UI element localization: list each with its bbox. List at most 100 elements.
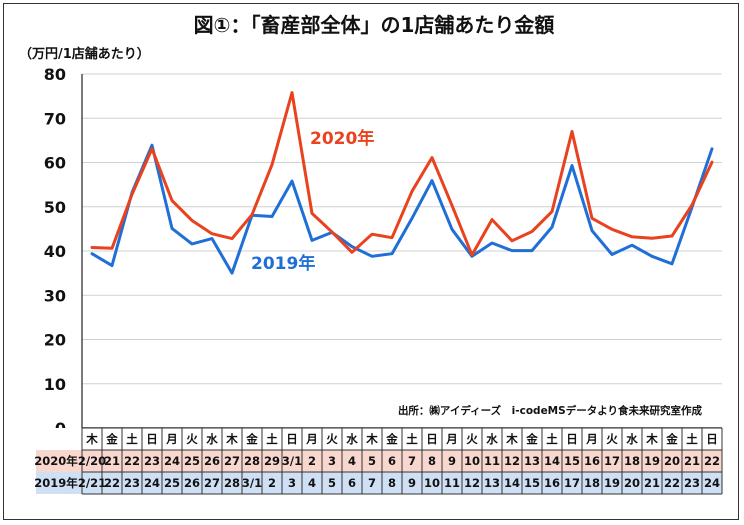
y-axis-ticks: 01020304050607080 [44, 65, 66, 438]
date-label: 14 [544, 454, 560, 468]
date-label: 27 [204, 476, 220, 490]
line-chart: 図①：「畜産部全体」の1店舗あたり金額 （万円/1店舗あたり） 01020304… [19, 13, 723, 495]
date-label: 7 [408, 454, 416, 468]
date-label: 22 [704, 454, 720, 468]
y-tick-label: 60 [44, 154, 66, 173]
weekday-label: 金 [665, 432, 678, 446]
date-label: 5 [368, 454, 376, 468]
date-label: 11 [444, 476, 460, 490]
date-label: 22 [664, 476, 680, 490]
weekday-label: 日 [146, 432, 158, 446]
weekday-label: 土 [406, 432, 418, 446]
weekday-label: 月 [165, 432, 178, 446]
date-label: 14 [504, 476, 520, 490]
date-label: 27 [224, 454, 240, 468]
date-label: 17 [604, 454, 620, 468]
date-label: 3/1 [282, 454, 302, 468]
date-label: 6 [348, 476, 356, 490]
table-row-background [36, 472, 722, 494]
date-label: 18 [584, 476, 600, 490]
date-label: 25 [184, 454, 200, 468]
date-label: 16 [584, 454, 600, 468]
date-label: 11 [484, 454, 500, 468]
y-tick-label: 50 [44, 198, 66, 217]
weekday-label: 木 [505, 432, 518, 446]
y-tick-label: 40 [44, 242, 66, 261]
date-label: 3/1 [242, 476, 262, 490]
y-tick-label: 10 [44, 375, 66, 394]
weekday-label: 水 [486, 432, 498, 446]
date-label: 6 [388, 454, 396, 468]
table-row-label: 2020年 [34, 454, 78, 468]
weekday-label: 月 [445, 432, 458, 446]
date-label: 4 [348, 454, 356, 468]
date-table: 2020年2019年木金土日月火水木金土日月火水木金土日月火水木金土日月火水木金… [34, 427, 723, 495]
date-label: 17 [564, 476, 580, 490]
date-label: 15 [564, 454, 580, 468]
weekday-label: 水 [346, 432, 358, 446]
weekday-label: 月 [585, 432, 598, 446]
date-label: 21 [684, 454, 700, 468]
date-label: 13 [524, 454, 540, 468]
date-label: 9 [448, 454, 456, 468]
date-label: 2 [308, 454, 316, 468]
y-tick-label: 80 [44, 65, 66, 84]
date-label: 19 [644, 454, 660, 468]
date-label: 8 [388, 476, 396, 490]
weekday-label: 水 [206, 432, 218, 446]
date-label: 9 [408, 476, 416, 490]
date-label: 25 [164, 476, 180, 490]
table-row-label: 2019年 [34, 476, 78, 490]
weekday-label: 日 [706, 432, 718, 446]
weekday-label: 火 [186, 432, 198, 446]
y-axis-unit-label: （万円/1店舗あたり） [19, 46, 150, 62]
date-label: 29 [264, 454, 280, 468]
date-label: 18 [624, 454, 640, 468]
y-tick-label: 30 [44, 286, 66, 305]
weekday-label: 土 [126, 432, 138, 446]
date-label: 16 [544, 476, 560, 490]
weekday-label: 日 [286, 432, 298, 446]
chart-title: 図①：「畜産部全体」の1店舗あたり金額 [194, 13, 555, 37]
date-label: 28 [224, 476, 240, 490]
date-label: 21 [644, 476, 660, 490]
weekday-label: 土 [266, 432, 278, 446]
chart-frame: 図①：「畜産部全体」の1店舗あたり金額 （万円/1店舗あたり） 01020304… [3, 3, 739, 520]
series-label-2020: 2020年 [310, 128, 374, 149]
weekday-label: 木 [365, 432, 378, 446]
date-label: 21 [104, 454, 120, 468]
date-label: 3 [328, 454, 336, 468]
date-label: 10 [424, 476, 440, 490]
date-label: 20 [624, 476, 640, 490]
weekday-label: 金 [525, 432, 538, 446]
date-label: 24 [704, 476, 720, 490]
date-label: 20 [664, 454, 680, 468]
date-label: 2/20 [78, 454, 106, 468]
weekday-label: 火 [326, 432, 338, 446]
series-line-2019 [90, 143, 714, 275]
date-label: 4 [308, 476, 316, 490]
y-tick-label: 70 [44, 109, 66, 128]
date-label: 22 [104, 476, 120, 490]
date-label: 15 [524, 476, 540, 490]
date-label: 10 [464, 454, 480, 468]
date-label: 28 [244, 454, 260, 468]
date-label: 12 [464, 476, 480, 490]
date-label: 24 [164, 454, 180, 468]
table-row-background [36, 450, 722, 472]
series-label-2019: 2019年 [251, 253, 315, 274]
date-label: 23 [144, 454, 160, 468]
date-label: 23 [684, 476, 700, 490]
date-label: 5 [328, 476, 336, 490]
weekday-label: 火 [466, 432, 478, 446]
weekday-label: 水 [626, 432, 638, 446]
source-note: 出所：㈱アイディーズ i-codeMSデータより食未来研究室作成 [398, 404, 703, 417]
weekday-label: 火 [606, 432, 618, 446]
date-label: 26 [184, 476, 200, 490]
weekday-label: 金 [245, 432, 258, 446]
date-label: 12 [504, 454, 520, 468]
date-label: 2 [268, 476, 276, 490]
date-label: 13 [484, 476, 500, 490]
y-tick-label: 20 [44, 331, 66, 350]
date-label: 23 [124, 476, 140, 490]
